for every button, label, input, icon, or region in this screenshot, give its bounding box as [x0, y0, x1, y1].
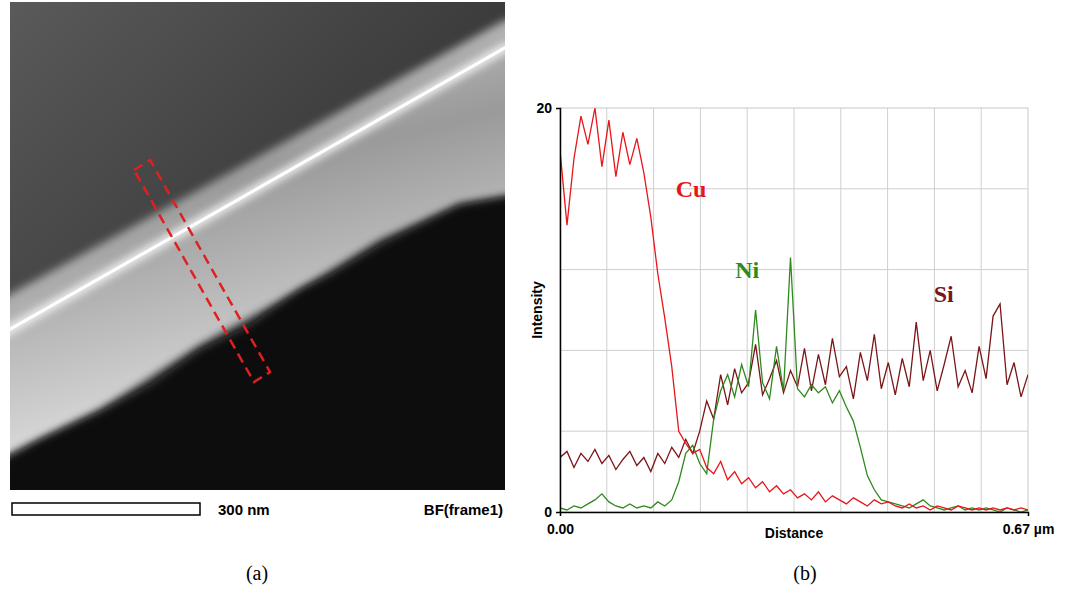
grid-line	[934, 108, 935, 512]
grid-line	[560, 431, 1028, 432]
x-axis-title: Distance	[765, 525, 824, 541]
grid-line	[981, 108, 982, 512]
y-tick-label: 0	[544, 504, 552, 520]
grid-line	[606, 108, 607, 512]
x-tick-label: 0.00	[547, 521, 574, 537]
grid-line	[747, 108, 748, 512]
y-tick-label: 20	[536, 100, 552, 116]
grid-line	[887, 108, 888, 512]
series-line	[560, 257, 1028, 512]
series-label: Ni	[735, 257, 759, 283]
x-tick-mark	[560, 512, 561, 516]
x-tick-label: 0.67 µm	[1003, 521, 1055, 537]
y-axis-title: Intensity	[529, 281, 545, 339]
y-tick: 0	[544, 504, 560, 520]
scan-line-box	[134, 160, 270, 382]
series-line	[560, 108, 1028, 510]
grid-line	[560, 350, 1028, 351]
micrograph	[10, 2, 505, 490]
panel-label: (a)	[246, 562, 268, 585]
scale-bar	[12, 503, 200, 515]
grid-line	[560, 188, 1028, 189]
panel-label: (b)	[793, 562, 816, 585]
series-label: Si	[934, 281, 954, 307]
bright-edge	[10, 45, 505, 335]
grid	[560, 108, 1028, 512]
y-tick: 20	[536, 100, 560, 116]
x-tick: 0.67 µm	[1003, 512, 1055, 537]
figure: 300 nm BF(frame1) (a) (b) 0 20 0.00 0.67 µm Dist…	[0, 0, 1074, 591]
mode-label: BF(frame1)	[424, 501, 503, 518]
series-label: Cu	[676, 176, 707, 202]
dark-region	[10, 195, 505, 490]
y-axis-line	[556, 109, 561, 513]
x-axis-line	[561, 513, 1029, 517]
grid-line	[560, 269, 1028, 270]
y-tick-mark	[556, 108, 560, 109]
plot-frame	[560, 108, 1028, 512]
series-lines	[560, 108, 1028, 512]
y-tick-mark	[556, 512, 560, 513]
x-tick: 0.00	[547, 512, 574, 537]
scale-bar-label: 300 nm	[218, 501, 270, 518]
bright-edge-core	[10, 45, 505, 335]
line-chart: 0 20 0.00 0.67 µm Distance Intensity Cu Ni Si	[529, 100, 1054, 541]
grid-line	[840, 108, 841, 512]
grid-line	[653, 108, 654, 512]
x-tick-mark	[1028, 512, 1029, 516]
